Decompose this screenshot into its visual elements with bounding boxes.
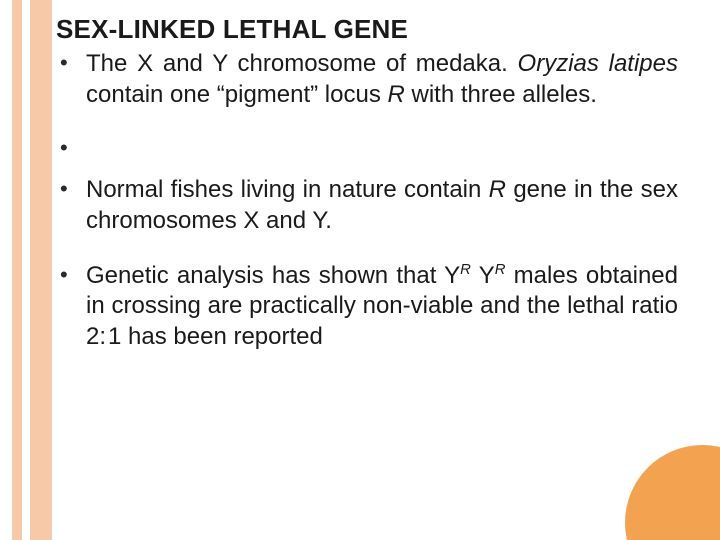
bullet-item	[60, 134, 678, 165]
bullet-list: The X and Y chromosome of medaka. Oryzia…	[60, 49, 678, 353]
bullet-item: Normal fishes living in nature contain R…	[60, 175, 678, 236]
left-stripe-thick	[30, 0, 52, 540]
bullet-item: Genetic analysis has shown that YR YR ma…	[60, 261, 678, 353]
left-stripe-thin	[12, 0, 22, 540]
slide-title: SEX-LINKED LETHAL GENE	[56, 14, 678, 45]
slide-content: SEX-LINKED LETHAL GENE The X and Y chrom…	[60, 14, 678, 526]
bullet-item: The X and Y chromosome of medaka. Oryzia…	[60, 49, 678, 110]
